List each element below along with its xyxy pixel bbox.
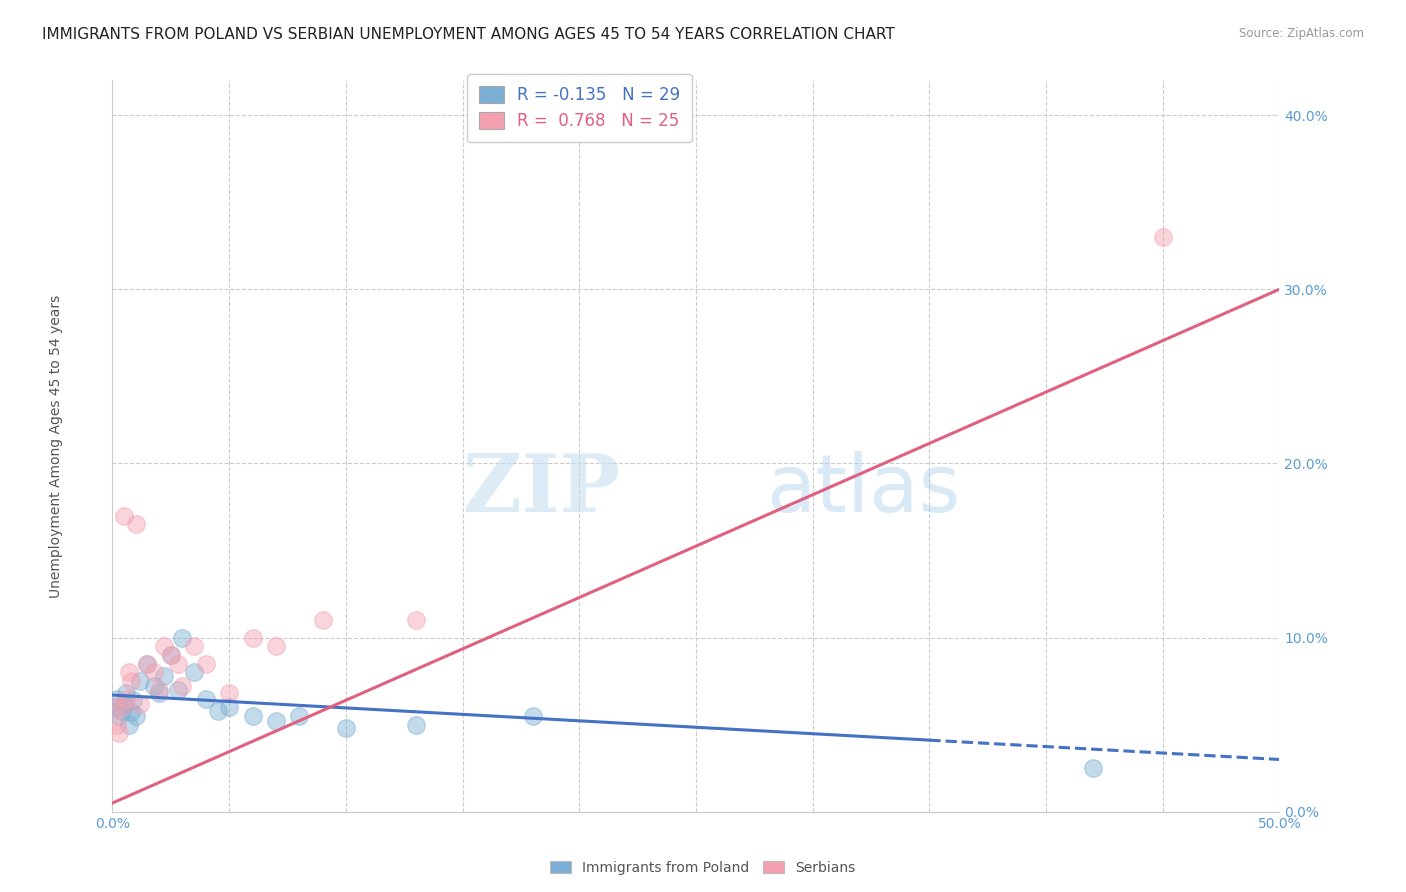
Point [105,717,128,731]
Point [111,700,134,714]
Point [136,657,159,671]
Point [129,697,152,711]
Point [335,721,357,735]
Point [118,665,141,680]
Point [405,613,427,627]
Point [264,714,287,728]
Point [288,709,311,723]
Point [115,686,138,700]
Point [194,657,217,671]
Point [120,674,142,689]
Point [112,697,135,711]
Point [405,717,427,731]
Point [153,669,176,683]
Point [143,665,166,680]
Text: Unemployment Among Ages 45 to 54 years: Unemployment Among Ages 45 to 54 years [49,294,63,598]
Point [111,704,134,718]
Point [108,726,131,740]
Point [242,709,264,723]
Point [166,682,188,697]
Point [125,709,148,723]
Point [207,704,229,718]
Point [172,679,194,693]
Point [218,700,240,714]
Point [136,657,159,671]
Point [118,717,141,731]
Point [1152,230,1174,244]
Point [311,613,333,627]
Point [115,691,138,706]
Point [194,691,217,706]
Point [122,693,145,707]
Point [143,679,166,693]
Legend: Immigrants from Poland, Serbians: Immigrants from Poland, Serbians [544,855,862,880]
Point [264,640,287,654]
Point [108,709,131,723]
Point [172,631,194,645]
Point [104,700,127,714]
Point [104,700,127,714]
Point [522,709,544,723]
Point [160,648,183,662]
Point [120,706,142,720]
Point [166,657,188,671]
Point [218,686,240,700]
Point [242,631,264,645]
Point [153,640,176,654]
Legend: R = -0.135   N = 29, R =  0.768   N = 25: R = -0.135 N = 29, R = 0.768 N = 25 [467,74,692,142]
Text: Source: ZipAtlas.com: Source: ZipAtlas.com [1239,27,1364,40]
Point [160,648,183,662]
Point [112,508,135,523]
Point [148,682,170,697]
Point [1081,761,1104,775]
Point [183,640,205,654]
Text: ZIP: ZIP [463,450,620,529]
Point [129,674,152,689]
Point [148,686,170,700]
Text: IMMIGRANTS FROM POLAND VS SERBIAN UNEMPLOYMENT AMONG AGES 45 TO 54 YEARS CORRELA: IMMIGRANTS FROM POLAND VS SERBIAN UNEMPL… [42,27,896,42]
Point [105,691,128,706]
Point [125,517,148,532]
Point [183,665,205,680]
Text: atlas: atlas [766,450,960,529]
